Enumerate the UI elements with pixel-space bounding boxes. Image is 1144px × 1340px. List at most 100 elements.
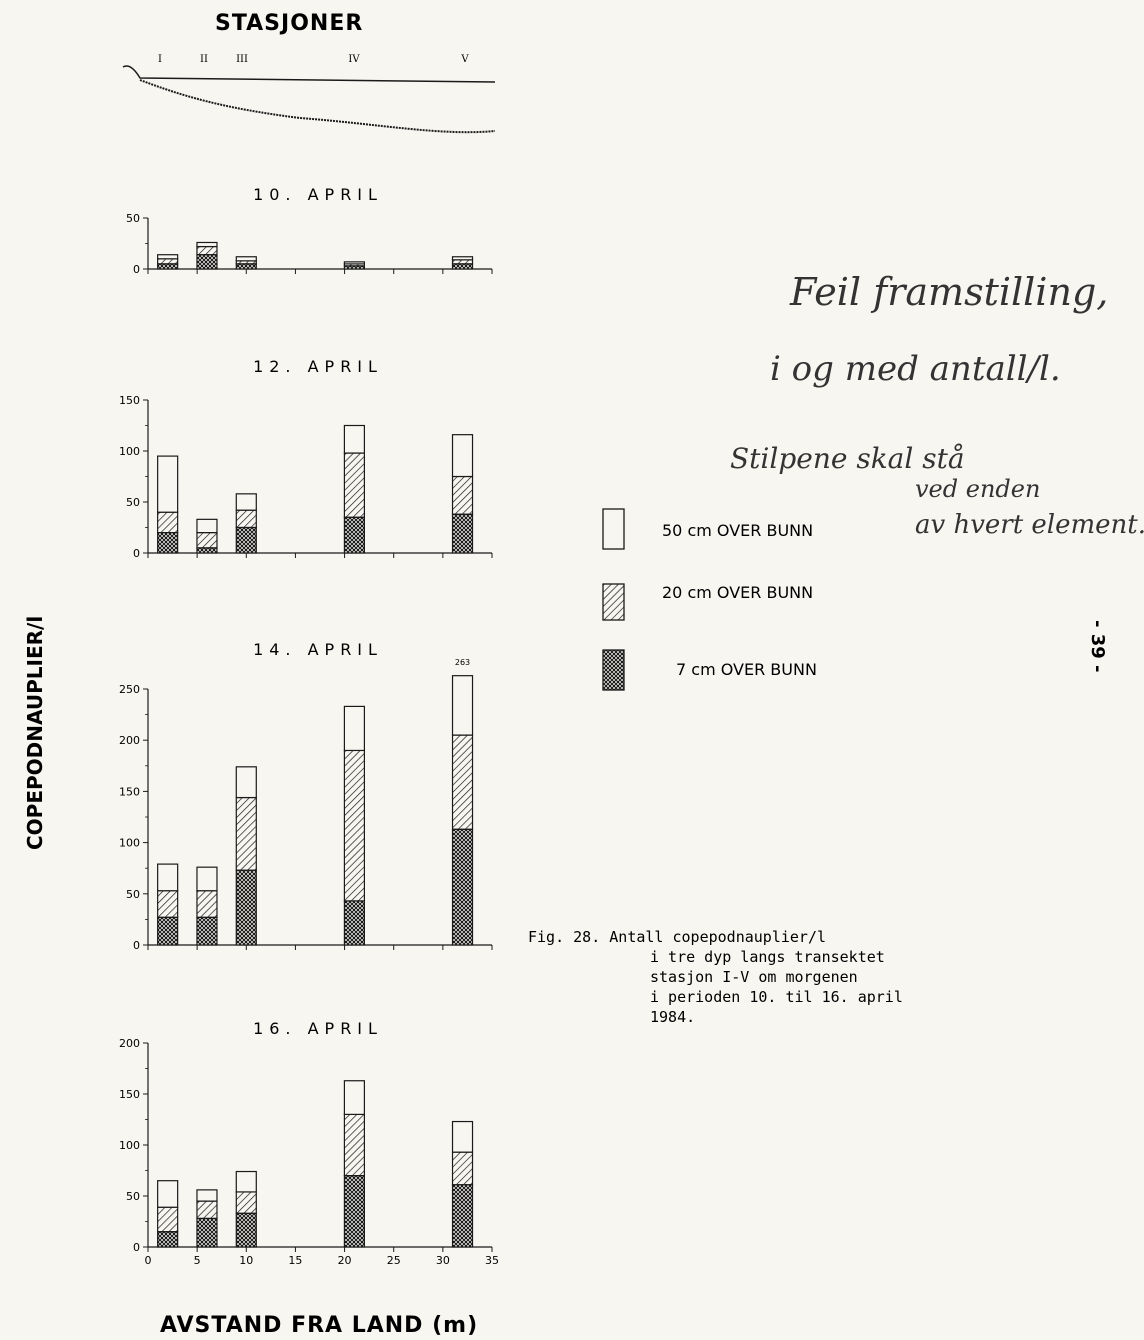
bar-20cm-x2 bbox=[157, 511, 179, 534]
bar-7cm-x10 bbox=[235, 263, 257, 270]
water-surface-line bbox=[122, 65, 496, 83]
panel-title-16-april: 16. APRIL bbox=[253, 1019, 383, 1038]
bar-7cm-x32 bbox=[451, 513, 474, 554]
bar-50cm-x6 bbox=[196, 241, 218, 248]
station-label-4: IV bbox=[348, 54, 360, 65]
y-tick-label: 0 bbox=[133, 939, 140, 952]
panel-14-april: 14. APRIL 0 50 100 150 200 250 263 bbox=[119, 640, 493, 952]
bar-50cm-x6 bbox=[196, 866, 218, 892]
bar-50cm-x21 bbox=[343, 1080, 365, 1115]
handwritten-note: Feil framstilling, i og med antall/l. St… bbox=[730, 270, 1144, 540]
bar-20cm-x21 bbox=[343, 452, 365, 518]
bar-20cm-x21 bbox=[343, 749, 365, 902]
bar-20cm-x2 bbox=[157, 1206, 179, 1233]
caption-line-1: Fig. 28. Antall copepodnauplier/l bbox=[528, 928, 826, 946]
y-tick-label: 100 bbox=[119, 837, 140, 850]
legend-label-20cm: 20 cm OVER BUNN bbox=[662, 583, 813, 602]
bar-50cm-x21 bbox=[343, 261, 365, 265]
handwritten-line-5: av hvert element. bbox=[915, 510, 1144, 540]
bar-50cm-x32 bbox=[451, 434, 474, 478]
y-tick-label: 0 bbox=[133, 547, 140, 560]
bar-7cm-x2 bbox=[157, 916, 179, 946]
station-label-1: I bbox=[158, 54, 162, 65]
bar-20cm-x32 bbox=[451, 734, 474, 830]
y-axis-label: COPEPODNAUPLIER/l bbox=[23, 616, 47, 850]
bar-7cm-x10 bbox=[235, 869, 257, 946]
caption-line-2: i tre dyp langs transektet bbox=[650, 948, 885, 966]
bar-20cm-x6 bbox=[196, 245, 218, 256]
handwritten-line-4: ved enden bbox=[915, 475, 1040, 503]
x-tick-label: 5 bbox=[194, 1254, 201, 1267]
panel-title-12-april: 12. APRIL bbox=[253, 357, 383, 376]
handwritten-line-2: i og med antall/l. bbox=[770, 349, 1061, 389]
station-label-2: II bbox=[200, 54, 208, 65]
y-tick-label: 150 bbox=[119, 785, 140, 798]
bar-7cm-x32 bbox=[451, 263, 474, 270]
bar-20cm-x10 bbox=[235, 509, 257, 529]
y-tick-label: 100 bbox=[119, 445, 140, 458]
bottom-profile-line bbox=[139, 79, 496, 134]
bar-20cm-x32 bbox=[451, 1151, 474, 1186]
bar-7cm-x6 bbox=[196, 547, 218, 554]
bar-20cm-x6 bbox=[196, 890, 218, 918]
bar-50cm-x10 bbox=[235, 493, 257, 511]
legend-label-7cm: 7 cm OVER BUNN bbox=[676, 660, 817, 679]
bar-20cm-x32 bbox=[451, 475, 474, 515]
bar-50cm-x10 bbox=[235, 766, 257, 799]
caption-line-5: 1984. bbox=[650, 1008, 695, 1026]
station-label-3: III bbox=[236, 54, 248, 65]
bar-50cm-x10 bbox=[235, 1170, 257, 1193]
bar-20cm-x21 bbox=[343, 1113, 365, 1177]
bar-20cm-x32 bbox=[451, 259, 474, 265]
x-tick-label: 0 bbox=[145, 1254, 152, 1267]
bar-50cm-x21 bbox=[343, 705, 365, 752]
legend-label-50cm: 50 cm OVER BUNN bbox=[662, 521, 813, 540]
bar-20cm-x6 bbox=[196, 531, 218, 549]
y-tick-label: 50 bbox=[126, 888, 140, 901]
legend: 50 cm OVER BUNN 20 cm OVER BUNN 7 cm OVE… bbox=[602, 508, 817, 691]
bar-20cm-x2 bbox=[157, 258, 179, 265]
bar-7cm-x2 bbox=[157, 531, 179, 554]
bar-7cm-x10 bbox=[235, 526, 257, 554]
panel-title-10-april: 10. APRIL bbox=[253, 185, 383, 204]
page-number: - 39 - bbox=[1087, 620, 1108, 673]
panel-16-april: 16. APRIL 0 50 100 150 200 0 5 10 15 20 25 30 35 bbox=[119, 1019, 499, 1267]
legend-swatch-20cm bbox=[602, 583, 625, 621]
x-tick-label: 30 bbox=[436, 1254, 450, 1267]
legend-swatch-50cm bbox=[602, 508, 625, 550]
bar-7cm-x2 bbox=[157, 1231, 179, 1248]
bar-7cm-x32 bbox=[451, 1184, 474, 1248]
caption-line-3: stasjon I-V om morgenen bbox=[650, 968, 858, 986]
bar-50cm-x6 bbox=[196, 1189, 218, 1202]
bar-7cm-x6 bbox=[196, 1217, 218, 1248]
handwritten-line-1: Feil framstilling, bbox=[789, 270, 1108, 314]
stations-profile: STASJONER I II III IV V bbox=[122, 11, 496, 134]
y-tick-label: 50 bbox=[126, 212, 140, 225]
bar-7cm-x6 bbox=[196, 916, 218, 946]
bar-20cm-x10 bbox=[235, 796, 257, 871]
y-tick-label: 50 bbox=[126, 496, 140, 509]
bar-50cm-x2 bbox=[157, 254, 179, 260]
y-tick-label: 150 bbox=[119, 1088, 140, 1101]
bar-20cm-x2 bbox=[157, 890, 179, 918]
bar-50cm-x32 bbox=[451, 1120, 474, 1153]
bar-50cm-x6 bbox=[196, 518, 218, 534]
x-tick-label: 20 bbox=[338, 1254, 352, 1267]
x-tick-label: 15 bbox=[288, 1254, 302, 1267]
panel-12-april: 12. APRIL 0 50 100 150 bbox=[119, 357, 493, 560]
bar-20cm-x6 bbox=[196, 1200, 218, 1220]
x-tick-label: 35 bbox=[485, 1254, 499, 1267]
bar-7cm-x21 bbox=[343, 900, 365, 946]
x-axis-label: AVSTAND FRA LAND (m) bbox=[160, 1313, 478, 1338]
x-tick-label: 10 bbox=[239, 1254, 253, 1267]
panel-10-april: 10. APRIL 0 50 bbox=[126, 185, 493, 276]
y-tick-label: 50 bbox=[126, 1190, 140, 1203]
bar-7cm-x21 bbox=[343, 516, 365, 554]
bar-20cm-x10 bbox=[235, 1191, 257, 1214]
station-label-5: V bbox=[460, 54, 469, 65]
bar-50cm-x2 bbox=[157, 455, 179, 513]
y-tick-label: 0 bbox=[133, 263, 140, 276]
y-tick-label: 200 bbox=[119, 1037, 140, 1050]
panel-title-14-april: 14. APRIL bbox=[253, 640, 383, 659]
